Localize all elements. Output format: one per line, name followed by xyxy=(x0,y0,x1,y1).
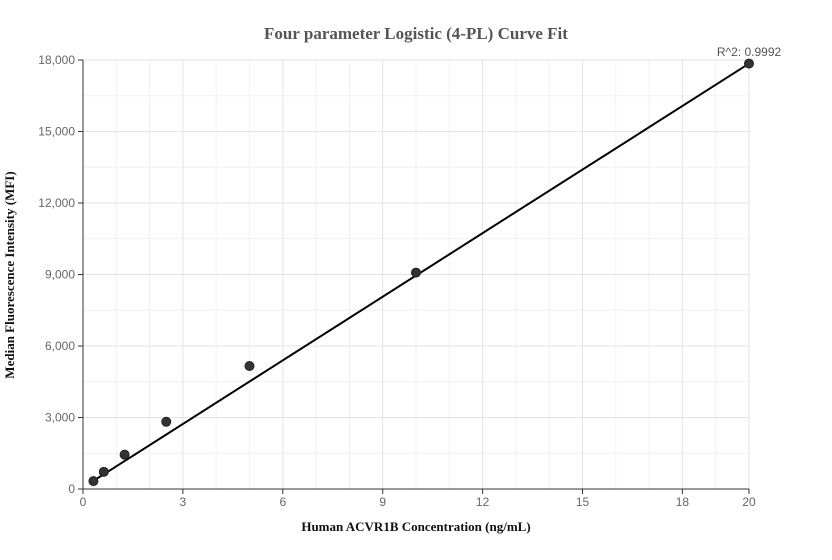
x-tick-label: 0 xyxy=(80,495,87,509)
chart-title: Four parameter Logistic (4-PL) Curve Fit xyxy=(264,24,568,43)
data-point xyxy=(88,476,99,487)
data-point xyxy=(98,466,109,477)
x-tick-label: 15 xyxy=(576,495,590,509)
fit-curve-line xyxy=(92,62,750,482)
axes: 0 3 6 9 12 15 18 20 0 3,000 6,000 9,000 12,000 15,000… xyxy=(38,53,756,509)
data-point xyxy=(244,361,255,372)
y-tick-label: 6,000 xyxy=(45,339,75,353)
data-points xyxy=(88,58,754,487)
fit-curve-group xyxy=(92,62,750,482)
x-tick-label: 9 xyxy=(379,495,386,509)
grid xyxy=(83,59,750,489)
data-point xyxy=(411,267,421,278)
x-tick-label: 6 xyxy=(279,495,286,509)
y-tick-label: 0 xyxy=(68,482,75,496)
y-tick-label: 12,000 xyxy=(38,196,75,210)
x-tick-label: 3 xyxy=(180,495,187,509)
data-point xyxy=(161,416,172,427)
x-tick-label: 12 xyxy=(476,495,490,509)
x-tick-label: 20 xyxy=(742,495,756,509)
y-tick-label: 9,000 xyxy=(45,268,75,282)
x-axis-title: Human ACVR1B Concentration (ng/mL) xyxy=(301,519,530,534)
data-point xyxy=(744,58,754,69)
y-axis-title: Median Fluorescence Intensity (MFI) xyxy=(2,171,17,378)
y-tick-label: 18,000 xyxy=(38,53,75,67)
y-tick-label: 3,000 xyxy=(45,411,75,425)
data-point xyxy=(119,449,130,460)
y-tick-label: 15,000 xyxy=(38,125,75,139)
r-squared-annotation: R^2: 0.9992 xyxy=(717,45,782,59)
x-tick-label: 18 xyxy=(676,495,690,509)
